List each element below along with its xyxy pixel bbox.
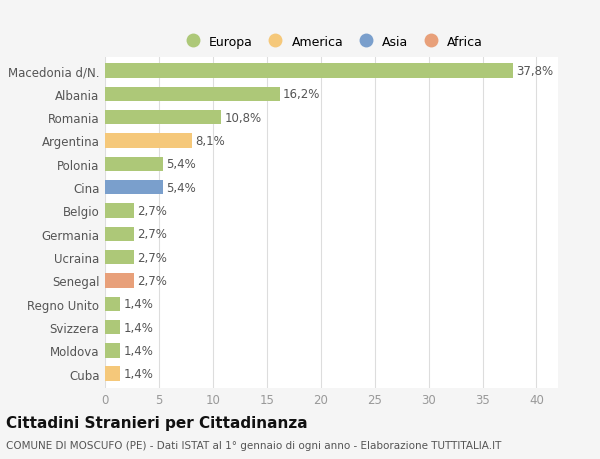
- Bar: [105, 64, 513, 78]
- Text: 1,4%: 1,4%: [124, 367, 153, 381]
- Bar: [105, 157, 163, 172]
- Bar: [105, 274, 134, 288]
- Text: 37,8%: 37,8%: [516, 65, 553, 78]
- Legend: Europa, America, Asia, Africa: Europa, America, Asia, Africa: [175, 31, 488, 54]
- Text: 5,4%: 5,4%: [166, 158, 196, 171]
- Bar: [105, 367, 120, 381]
- Text: 10,8%: 10,8%: [225, 112, 262, 124]
- Bar: [105, 320, 120, 335]
- Text: 2,7%: 2,7%: [137, 228, 167, 241]
- Bar: [105, 343, 120, 358]
- Text: 16,2%: 16,2%: [283, 88, 320, 101]
- Bar: [105, 250, 134, 265]
- Bar: [105, 204, 134, 218]
- Bar: [105, 111, 221, 125]
- Text: Cittadini Stranieri per Cittadinanza: Cittadini Stranieri per Cittadinanza: [6, 415, 308, 431]
- Text: 2,7%: 2,7%: [137, 205, 167, 218]
- Bar: [105, 87, 280, 102]
- Bar: [105, 180, 163, 195]
- Text: 1,4%: 1,4%: [124, 297, 153, 311]
- Bar: [105, 134, 193, 148]
- Bar: [105, 297, 120, 311]
- Bar: [105, 227, 134, 241]
- Text: 5,4%: 5,4%: [166, 181, 196, 194]
- Text: 8,1%: 8,1%: [196, 134, 226, 148]
- Text: 1,4%: 1,4%: [124, 344, 153, 357]
- Text: COMUNE DI MOSCUFO (PE) - Dati ISTAT al 1° gennaio di ogni anno - Elaborazione TU: COMUNE DI MOSCUFO (PE) - Dati ISTAT al 1…: [6, 440, 502, 450]
- Text: 1,4%: 1,4%: [124, 321, 153, 334]
- Text: 2,7%: 2,7%: [137, 274, 167, 287]
- Text: 2,7%: 2,7%: [137, 251, 167, 264]
